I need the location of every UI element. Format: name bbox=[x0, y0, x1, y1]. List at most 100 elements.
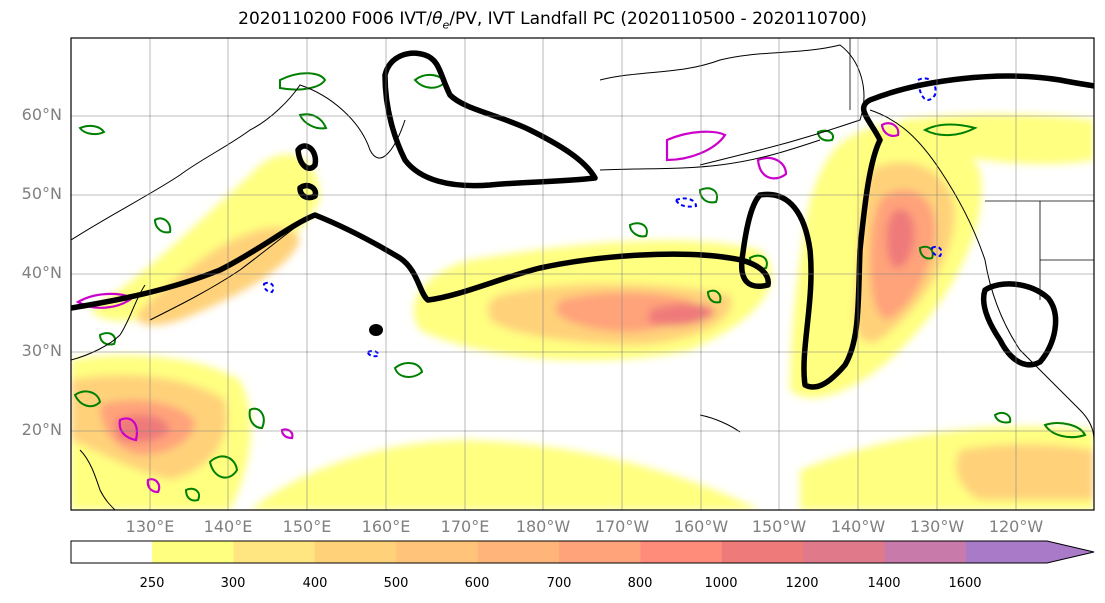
colorbar-tick-label: 1000 bbox=[704, 576, 738, 591]
lon-tick-label: 140°E bbox=[203, 517, 253, 536]
theta-e-contour bbox=[78, 124, 106, 136]
lat-tick-label: 40°N bbox=[21, 263, 62, 282]
colorbar-tick-label: 250 bbox=[139, 576, 165, 591]
colorbar-segment bbox=[152, 541, 234, 563]
colorbar-segment bbox=[314, 541, 397, 563]
coastline-aleutians bbox=[599, 139, 821, 171]
lon-tick-label: 160°W bbox=[673, 517, 729, 536]
theta-e-contour bbox=[698, 187, 718, 204]
ivt-band-300 bbox=[956, 444, 1094, 500]
theta-e-contour bbox=[298, 113, 328, 130]
blue-contour bbox=[262, 281, 275, 294]
colorbar-tick-label: 300 bbox=[220, 576, 246, 591]
theta-e-contour bbox=[706, 289, 722, 304]
colorbar-segment bbox=[966, 541, 1047, 563]
ivt-band-300 bbox=[137, 227, 300, 326]
theta-e-contour bbox=[628, 222, 648, 238]
colorbar-segment bbox=[396, 541, 479, 563]
lon-tick-label: 130°E bbox=[125, 517, 175, 536]
lon-tick-label: 170°E bbox=[440, 517, 490, 536]
lon-tick-label: 150°W bbox=[751, 517, 807, 536]
political-borders bbox=[849, 38, 1094, 300]
colorbar-segment bbox=[640, 541, 723, 563]
border-us-states bbox=[1039, 201, 1094, 300]
title-theta-symbol: θ bbox=[432, 9, 443, 29]
lon-tick-label: 120°W bbox=[988, 517, 1044, 536]
pv-contour bbox=[665, 130, 727, 162]
theta-e-contour bbox=[98, 332, 116, 346]
ivt-filled-contours bbox=[71, 114, 1094, 510]
landfall-pc-contour bbox=[295, 143, 319, 171]
theta-e-contour bbox=[73, 390, 102, 408]
colorbar-outline bbox=[70, 540, 1095, 564]
colorbar-tick-label: 800 bbox=[627, 576, 653, 591]
theta-e-contour bbox=[248, 407, 265, 430]
lat-tick-label: 30°N bbox=[21, 341, 62, 360]
lon-tick-label: 150°E bbox=[282, 517, 332, 536]
blue-contour bbox=[366, 349, 380, 358]
theta-e-contour bbox=[918, 245, 934, 260]
ivt-band-800 bbox=[115, 414, 170, 442]
blue-contour bbox=[674, 197, 698, 208]
theta-e-contours bbox=[73, 72, 1087, 502]
pv-contour bbox=[280, 428, 294, 440]
ivt-band-800 bbox=[648, 303, 715, 326]
pv-contour bbox=[756, 156, 788, 180]
colorbar-tick-label: 1400 bbox=[867, 576, 901, 591]
theta-e-contour bbox=[993, 412, 1012, 424]
colorbar-segment bbox=[477, 541, 560, 563]
ivt-band-250 bbox=[900, 114, 1094, 165]
theta-e-contour bbox=[393, 362, 424, 378]
colorbar-segments bbox=[152, 541, 1047, 563]
coastline-asia bbox=[71, 84, 406, 241]
theta-e-contour bbox=[208, 455, 239, 479]
gridlines bbox=[71, 38, 1094, 510]
theta-e-contour bbox=[153, 217, 172, 234]
title-theta-subscript: e bbox=[442, 18, 450, 32]
figure-title: 2020110200 F006 IVT/θe/PV, IVT Landfall … bbox=[0, 9, 1105, 31]
coastlines bbox=[71, 44, 1094, 510]
landfall-pc-contours bbox=[71, 50, 1094, 390]
title-suffix: /PV, IVT Landfall PC (2020110500 - 20201… bbox=[449, 9, 867, 29]
map-frame bbox=[70, 37, 1095, 511]
blue-contour bbox=[916, 77, 937, 101]
blue-contour bbox=[930, 245, 943, 258]
pv-contour bbox=[118, 417, 138, 442]
lon-tick-label: 180°W bbox=[515, 517, 571, 536]
lat-tick-label: 20°N bbox=[21, 420, 62, 439]
colorbar-tick-label: 500 bbox=[383, 576, 409, 591]
colorbar-tick-label: 1600 bbox=[948, 576, 982, 591]
theta-e-contour bbox=[184, 487, 200, 502]
landfall-pc-small-region bbox=[369, 324, 383, 336]
theta-e-contour bbox=[1043, 422, 1087, 439]
lon-tick-label: 170°W bbox=[594, 517, 650, 536]
colorbar-segment bbox=[803, 541, 886, 563]
landfall-pc-contour bbox=[71, 73, 1094, 390]
colorbar-segment bbox=[233, 541, 316, 563]
coastline-north-america bbox=[869, 109, 1094, 441]
colorbar-segment bbox=[559, 541, 641, 563]
colorbar-tick-label: 700 bbox=[546, 576, 572, 591]
blue-contours bbox=[262, 77, 943, 358]
colorbar bbox=[70, 540, 1095, 564]
coastline-alaska bbox=[599, 44, 865, 166]
ivt-band-800 bbox=[886, 209, 915, 268]
ivt-shading bbox=[71, 38, 1094, 510]
theta-e-contour bbox=[279, 72, 327, 91]
ivt-band-250 bbox=[90, 154, 320, 321]
theta-e-contour bbox=[922, 123, 978, 136]
coastline-philippines bbox=[79, 449, 116, 510]
landfall-pc-contour bbox=[981, 281, 1059, 368]
ivt-band-250 bbox=[250, 440, 760, 510]
lon-tick-label: 160°E bbox=[361, 517, 411, 536]
lon-tick-label: 140°W bbox=[830, 517, 886, 536]
lat-tick-label: 50°N bbox=[21, 184, 62, 203]
colorbar-tick-label: 600 bbox=[464, 576, 490, 591]
coastline-hawaii bbox=[699, 414, 741, 433]
landfall-pc-contour bbox=[382, 50, 598, 189]
colorbar-segment-below bbox=[71, 541, 152, 563]
colorbar-tick-label: 400 bbox=[302, 576, 328, 591]
pv-contour bbox=[146, 478, 161, 494]
title-prefix: 2020110200 F006 IVT/ bbox=[238, 9, 433, 29]
